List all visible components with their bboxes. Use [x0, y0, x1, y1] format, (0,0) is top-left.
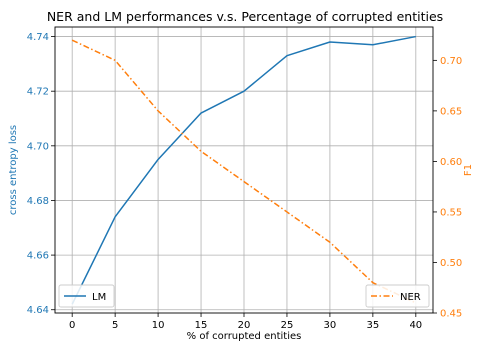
y-right-tick-label: 0.50: [440, 258, 462, 269]
legend-lm: LM: [58, 284, 115, 308]
x-tick-label: 30: [324, 320, 337, 331]
legend-ner: NER: [365, 284, 430, 308]
y-left-tick-label: 4.72: [27, 87, 49, 98]
x-axis-ticks: 0 5 10 15 20 25 30 35 40: [69, 313, 422, 331]
y-left-tick-label: 4.64: [27, 305, 49, 316]
y-right-axis-ticks: 0.45 0.50 0.55 0.60 0.65 0.70: [433, 56, 462, 320]
x-tick-label: 35: [366, 320, 379, 331]
y-left-tick-label: 4.66: [27, 251, 49, 262]
y-left-tick-label: 4.74: [27, 32, 49, 43]
y-right-tick-label: 0.70: [440, 56, 462, 67]
x-tick-label: 40: [409, 320, 422, 331]
chart-title: NER and LM performances v.s. Percentage …: [47, 9, 443, 24]
y-right-tick-label: 0.45: [440, 309, 462, 320]
y-right-tick-label: 0.65: [440, 106, 462, 117]
x-tick-label: 20: [238, 320, 251, 331]
legend-lm-box: [58, 284, 115, 308]
series-line-ner: [71, 39, 417, 304]
x-tick-label: 0: [69, 320, 75, 331]
x-tick-label: 25: [281, 320, 294, 331]
grid: [55, 27, 433, 313]
x-tick-label: 10: [152, 320, 165, 331]
series-line-lm: [71, 35, 416, 305]
y-left-tick-label: 4.70: [27, 141, 49, 152]
y-left-axis-label: cross entropy loss: [8, 125, 19, 215]
legend-ner-box: [365, 284, 430, 308]
y-right-tick-label: 0.55: [440, 207, 462, 218]
y-left-axis-ticks: 4.64 4.66 4.68 4.70 4.72 4.74: [27, 32, 55, 316]
x-tick-label: 15: [195, 320, 208, 331]
y-right-axis-label: F1: [463, 164, 474, 176]
legend-ner-label: NER: [400, 292, 421, 303]
legend-lm-label: LM: [92, 292, 106, 303]
y-left-tick-label: 4.68: [27, 196, 49, 207]
y-right-tick-label: 0.60: [440, 157, 462, 168]
series-layer: [71, 35, 417, 305]
x-tick-label: 5: [112, 320, 118, 331]
x-axis-label: % of corrupted entities: [187, 331, 302, 342]
